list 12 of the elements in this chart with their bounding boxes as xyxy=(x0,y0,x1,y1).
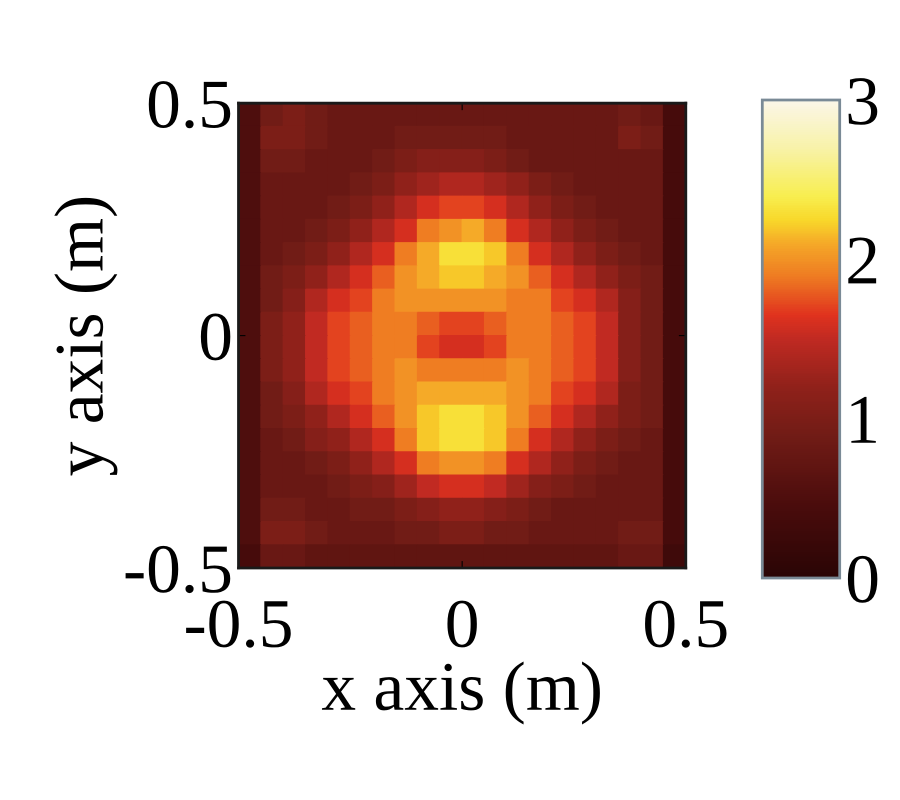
color-bar-label: 2 xyxy=(848,237,876,284)
x-tick-label: 0.5 xyxy=(645,600,726,648)
y-axis-title: y axis (m) xyxy=(54,198,118,476)
y-tick-label: 0 xyxy=(200,314,230,360)
color-bar-label: 3 xyxy=(848,78,878,125)
y-tick-label: 0.5 xyxy=(148,81,230,128)
y-tick-label: -0.5 xyxy=(126,546,230,594)
x-tick-label: -0.5 xyxy=(186,600,291,648)
x-axis-title: x axis (m) xyxy=(322,662,600,725)
x-tick-label: 0 xyxy=(447,600,477,648)
color-bar-label: 1 xyxy=(851,396,876,443)
color-bar-label: 0 xyxy=(848,556,878,603)
